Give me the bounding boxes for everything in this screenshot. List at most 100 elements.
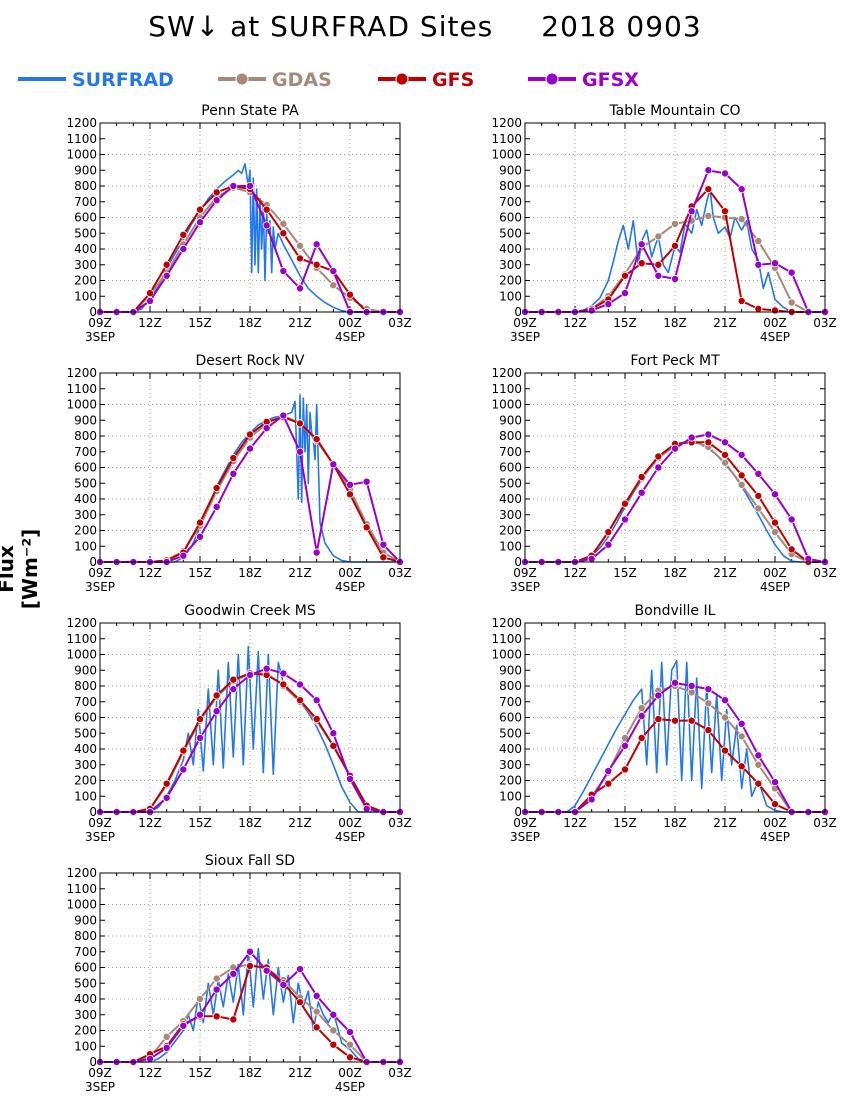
x-tick-sublabel: 4SEP	[335, 830, 365, 844]
x-tick-label: 15Z	[613, 566, 637, 580]
data-point	[737, 480, 746, 489]
y-tick-label: 600	[74, 961, 97, 975]
data-point	[637, 259, 646, 268]
y-tick-label: 800	[499, 679, 522, 693]
x-tick-label: 21Z	[288, 816, 312, 830]
panel-table-mountain-co: Table Mountain CO01002003004005006007008…	[491, 103, 836, 344]
data-point	[704, 685, 713, 694]
data-point	[179, 551, 188, 560]
y-tick-label: 500	[499, 726, 522, 740]
y-tick-label: 700	[499, 695, 522, 709]
y-tick-label: 1200	[491, 616, 522, 630]
y-tick-label: 200	[74, 274, 97, 288]
data-point	[212, 196, 221, 205]
legend-marker	[235, 72, 249, 86]
data-point	[179, 1021, 188, 1030]
data-point	[704, 726, 713, 735]
data-point	[771, 528, 780, 537]
data-point	[195, 218, 204, 227]
data-point	[212, 985, 221, 994]
data-point	[737, 732, 746, 741]
y-tick-label: 700	[74, 195, 97, 209]
panel-title: Goodwin Creek MS	[184, 603, 316, 619]
data-point	[345, 1040, 354, 1049]
data-point	[737, 471, 746, 480]
data-point	[312, 548, 321, 557]
y-tick-label: 800	[74, 179, 97, 193]
y-tick-label: 400	[499, 492, 522, 506]
data-point	[721, 746, 730, 755]
y-tick-label: 1200	[66, 116, 97, 130]
data-point	[754, 237, 763, 246]
data-point	[295, 696, 304, 705]
data-point	[245, 670, 254, 679]
y-tick-label: 100	[74, 539, 97, 553]
x-tick-label: 12Z	[563, 566, 587, 580]
x-tick-label: 15Z	[188, 566, 212, 580]
x-tick-sublabel: 3SEP	[85, 1080, 115, 1094]
data-point	[295, 965, 304, 974]
data-point	[604, 767, 613, 776]
data-point	[179, 244, 188, 253]
y-tick-label: 900	[74, 663, 97, 677]
x-tick-sublabel: 4SEP	[760, 830, 790, 844]
plot-frame	[99, 372, 401, 563]
data-point	[737, 215, 746, 224]
data-point	[295, 254, 304, 263]
y-tick-label: 300	[74, 258, 97, 272]
panel-title: Desert Rock NV	[196, 353, 305, 369]
data-point	[312, 1023, 321, 1032]
data-point	[262, 205, 271, 214]
x-tick-label: 12Z	[138, 316, 162, 330]
x-tick-label: 03Z	[813, 316, 837, 330]
data-point	[279, 411, 288, 420]
y-tick-label: 0	[89, 805, 97, 819]
y-tick-label: 400	[74, 742, 97, 756]
x-tick-label: 18Z	[663, 566, 687, 580]
data-point	[229, 969, 238, 978]
data-point	[604, 540, 613, 549]
y-tick-label: 1200	[66, 366, 97, 380]
x-tick-label: 18Z	[238, 566, 262, 580]
x-tick-label: 15Z	[613, 816, 637, 830]
data-point	[329, 1010, 338, 1019]
data-point	[229, 675, 238, 684]
y-tick-label: 1100	[66, 632, 97, 646]
data-point	[687, 682, 696, 691]
data-point	[604, 300, 613, 309]
data-point	[737, 296, 746, 305]
data-point	[787, 298, 796, 307]
data-point	[295, 998, 304, 1007]
data-point	[279, 219, 288, 228]
y-tick-label: 0	[89, 555, 97, 569]
data-point	[737, 719, 746, 728]
plot-frame	[99, 122, 401, 313]
data-point	[637, 240, 646, 249]
data-point	[721, 458, 730, 467]
data-point	[162, 271, 171, 280]
x-tick-label: 00Z	[338, 566, 362, 580]
data-point	[279, 267, 288, 276]
y-tick-label: 600	[499, 211, 522, 225]
x-tick-label: 15Z	[188, 316, 212, 330]
data-point	[362, 804, 371, 813]
panel-goodwin-creek-ms: Goodwin Creek MS010020030040050060070080…	[66, 603, 411, 844]
x-tick-label: 12Z	[563, 316, 587, 330]
y-tick-label: 600	[74, 711, 97, 725]
data-point	[212, 707, 221, 716]
plot-frame	[524, 122, 826, 313]
x-tick-label: 09Z	[88, 816, 112, 830]
data-point	[721, 696, 730, 705]
x-tick-sublabel: 4SEP	[335, 330, 365, 344]
data-point	[771, 518, 780, 527]
y-tick-label: 100	[499, 789, 522, 803]
data-point	[329, 281, 338, 290]
legend-label: SURFRAD	[72, 69, 174, 91]
x-tick-sublabel: 4SEP	[335, 1080, 365, 1094]
data-point	[737, 185, 746, 194]
data-point	[229, 685, 238, 694]
data-point	[721, 207, 730, 216]
data-point	[245, 961, 254, 970]
plot-frame	[99, 872, 401, 1063]
